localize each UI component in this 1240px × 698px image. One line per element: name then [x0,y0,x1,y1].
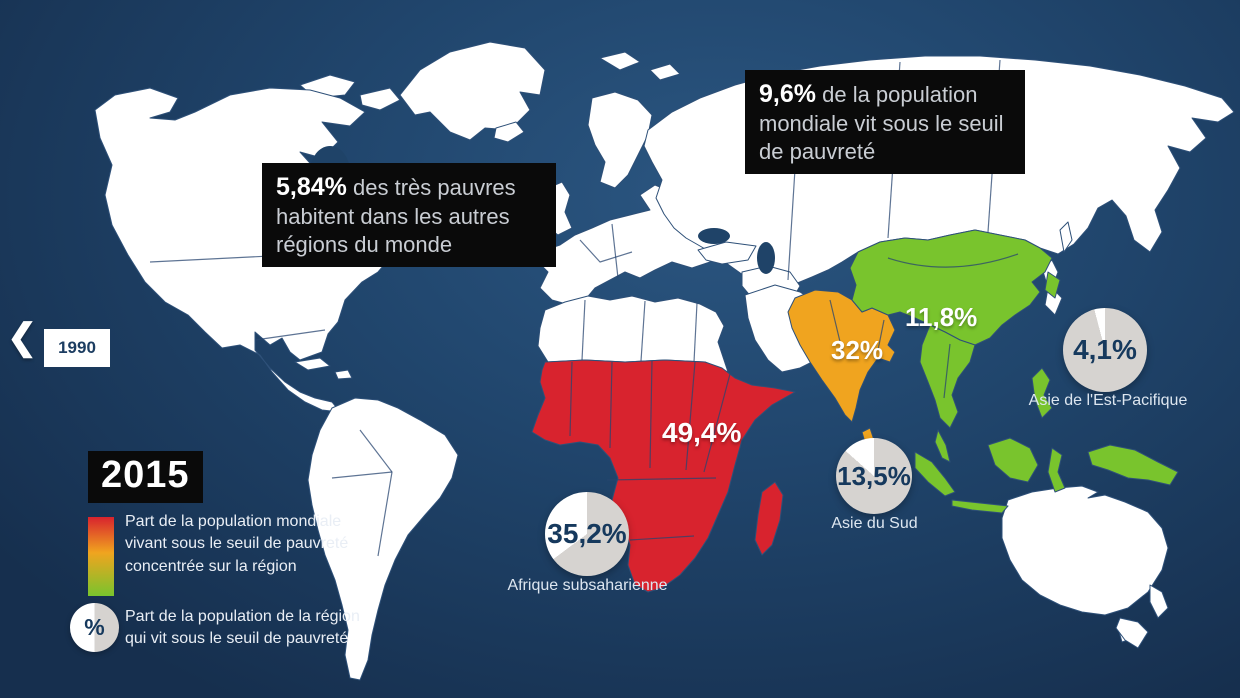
landmass-new-zealand [1149,584,1169,619]
legend-pie-symbol: % [70,603,119,652]
callout-world-text: de la population mondiale vit sous le se… [759,82,1004,164]
legend-gradient-bar [88,517,114,596]
landmass-south-america [307,397,459,681]
landmass-hispaniola [334,369,353,380]
landmass-svalbard [649,63,681,81]
pie-label-south-asia: Asie du Sud [831,515,918,532]
region-madagascar [754,481,784,556]
legend-percent-icon: % [84,614,105,640]
landmass-new-zealand [1115,617,1149,649]
region-philippines [1031,367,1053,419]
landmass-cuba [294,357,331,371]
prev-year-button[interactable]: 1990 [44,329,110,367]
region-sulawesi [1047,447,1066,493]
region-malay-peninsula [934,429,951,463]
callout-world-value: 9,6% [759,80,816,108]
region-java [951,499,1009,514]
landmass-arctic-islands [359,87,401,111]
region-new-guinea [1087,444,1179,486]
region-south-asia [787,289,896,447]
chevron-left-icon[interactable]: ❮ [7,316,38,357]
pie-value-east-asia-pacific: 4,1% [1073,334,1137,365]
pie-value-south-asia: 13,5% [837,460,911,491]
pie-value-subsaharan-africa: 35,2% [547,518,627,549]
region-subsaharan-africa-mainland [531,359,796,593]
caspian-sea [757,242,775,274]
region-sumatra [914,451,956,497]
map-label-subsaharan-africa: 49,4% [662,417,742,448]
region-indochina [919,324,976,429]
landmass-sakhalin [1059,221,1073,253]
map-label-south-asia: 32% [831,335,884,365]
legend-pie-text: Part de la population de la région qui v… [125,608,360,648]
landmass-turkey [697,241,757,265]
landmass-australia [1001,485,1169,616]
pie-chart-subsaharan-africa: 35,2% [545,492,629,576]
map-label-east-asia-pacific: 11,8% [905,302,978,332]
black-sea [698,228,730,244]
pie-label-east-asia-pacific: Asie de l'Est-Pacifique [1028,392,1188,409]
pie-label-subsaharan-africa: Afrique subsaharienne [507,577,668,594]
region-subsaharan-africa [531,359,796,593]
pie-chart-east-asia-pacific: 4,1% [1063,308,1147,392]
legend-gradient-text: Part de la population mondiale vivant so… [125,513,349,575]
callout-other-value: 5,84% [276,173,347,201]
region-borneo [987,437,1039,483]
landmass-scandinavia [587,91,653,189]
landmass-iceland [493,121,525,143]
pie-chart-south-asia: 13,5% [836,438,912,514]
callout-other-regions: 5,84% des très pauvres habitent dans les… [262,163,556,268]
callout-other-text: des très pauvres habitent dans les autre… [276,175,516,257]
region-korea [1044,271,1061,299]
callout-world-poverty: 9,6% de la population mondiale vit sous … [745,70,1025,175]
landmass-greenland [399,41,546,141]
landmass-svalbard [599,51,641,71]
current-year-title: 2015 [88,451,203,503]
